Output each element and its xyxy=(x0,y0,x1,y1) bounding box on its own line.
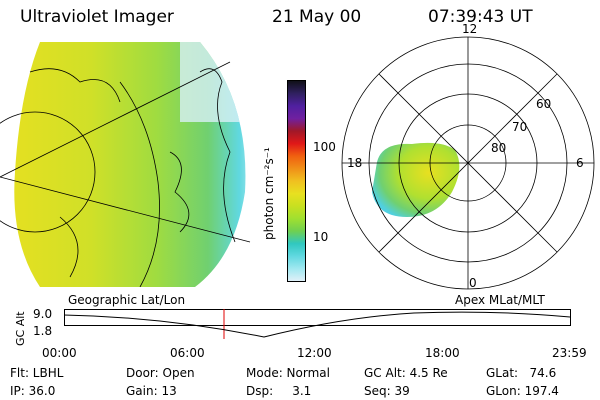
gain-info: Gain: 13 xyxy=(126,384,177,398)
geographic-label: Geographic Lat/Lon xyxy=(68,293,186,307)
auroral-oval xyxy=(372,142,460,217)
xtick-2359: 23:59 xyxy=(552,346,587,360)
mlt-label-12: 12 xyxy=(462,22,478,36)
colorbar-tick-100: 100 xyxy=(313,140,336,154)
dsp-info: Dsp: 3.1 xyxy=(246,384,312,398)
ip-info: IP: 36.0 xyxy=(10,384,56,398)
xtick-0000: 00:00 xyxy=(42,346,77,360)
altitude-plot xyxy=(64,309,571,339)
apex-label: Apex MLat/MLT xyxy=(455,293,545,307)
mlt-label-0: 0 xyxy=(469,276,477,290)
lat-label-70: 70 xyxy=(512,120,528,134)
mlt-label-6: 6 xyxy=(576,156,584,170)
altitude-ytick-1-8: 1.8 xyxy=(33,324,53,338)
glon-info: GLon: 197.4 xyxy=(486,384,559,398)
date-label: 21 May 00 xyxy=(272,7,362,27)
colorbar xyxy=(287,80,306,282)
altitude-curve xyxy=(64,311,571,338)
seq-info: Seq: 39 xyxy=(364,384,410,398)
xtick-0600: 06:00 xyxy=(170,346,205,360)
altitude-ylabel: GC Alt xyxy=(14,311,27,346)
door-info: Door: Open xyxy=(126,366,195,380)
polar-plot xyxy=(341,36,595,290)
mlt-label-18: 18 xyxy=(347,156,363,170)
xtick-1800: 18:00 xyxy=(425,346,460,360)
gc-alt-info: GC Alt: 4.5 Re xyxy=(364,366,448,380)
filter-info: Flt: LBHL xyxy=(10,366,64,380)
instrument-title: Ultraviolet Imager xyxy=(20,7,174,27)
colorbar-unit-label: photon cm⁻²s⁻¹ xyxy=(262,147,276,240)
colorbar-tick-10: 10 xyxy=(313,230,329,244)
time-label: 07:39:43 UT xyxy=(428,7,533,27)
lat-label-80: 80 xyxy=(491,141,507,155)
glat-info: GLat: 74.6 xyxy=(486,366,557,380)
geographic-image xyxy=(0,42,251,287)
xtick-1200: 12:00 xyxy=(297,346,332,360)
mode-info: Mode: Normal xyxy=(246,366,330,380)
lat-label-60: 60 xyxy=(536,97,552,111)
altitude-ytick-9: 9.0 xyxy=(33,307,53,321)
